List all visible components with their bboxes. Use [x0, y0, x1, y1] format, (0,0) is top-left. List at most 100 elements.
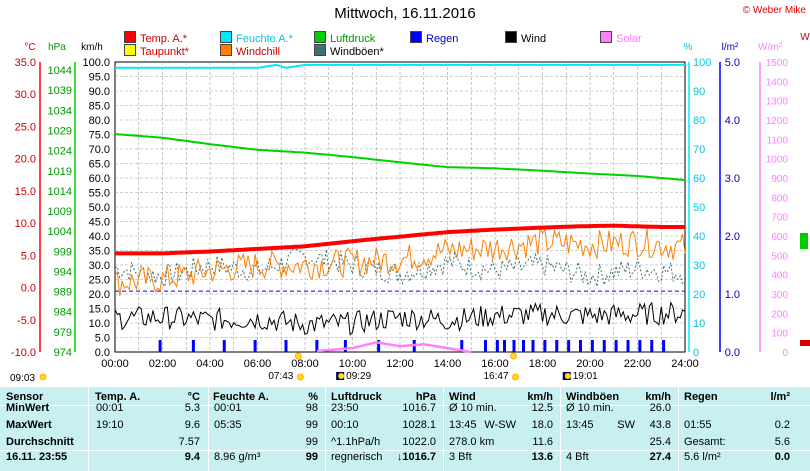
- legend-swatch: [505, 31, 517, 43]
- summary-cell: 7.57: [178, 436, 200, 448]
- summary-cell: 19:10: [96, 419, 124, 431]
- summary-cell: 1022.0: [402, 436, 436, 448]
- temp-tick-label: 35.0: [15, 57, 36, 69]
- summary-cell: 16.11. 23:55: [6, 451, 68, 463]
- summary-cell: 0.2: [774, 419, 790, 431]
- summary-cell: 99: [305, 419, 318, 431]
- rain-bar: [626, 340, 630, 352]
- summary-cell: 13.6: [531, 451, 553, 463]
- pressure-tick-label: 1009: [48, 206, 72, 218]
- summary-cell: Gesamt:: [684, 436, 726, 448]
- solar-tick-label: 1100: [766, 135, 788, 146]
- summary-cell: 18.0: [531, 419, 553, 431]
- legend-item: Windböen*: [314, 44, 384, 58]
- pressure-tick-label: 1034: [48, 105, 72, 117]
- wind-tick-label: 30.0: [89, 260, 110, 272]
- temp-axis-unit: °C: [24, 42, 35, 53]
- rain-bar: [158, 340, 162, 352]
- summary-cell: 05:35: [214, 419, 242, 431]
- wind-tick-label: 0.0: [95, 347, 110, 359]
- humidity-tick-label: 60: [693, 173, 705, 185]
- summary-row: MaxWert 19:10 9.6 05:35 99 00:10 1028.1 13:45 W-…: [0, 418, 810, 433]
- legend-item: Temp. A.*: [124, 31, 188, 45]
- legend-label: Temp. A.*: [140, 33, 188, 45]
- series-luftdruck: [114, 133, 686, 181]
- pressure-tick-label: 1039: [48, 85, 72, 97]
- sunrise-time: 07:43: [268, 371, 293, 382]
- summary-cell: Luftdruck: [331, 391, 382, 403]
- prev-sun-icon: [39, 373, 47, 381]
- pressure-axis-unit: hPa: [48, 42, 66, 53]
- legend-swatch: [220, 44, 232, 56]
- summary-cell: 8.96 g/m³: [214, 451, 261, 463]
- rain-bar: [512, 340, 516, 352]
- rain-tick-label: 2.0: [725, 231, 740, 243]
- summary-column-divider: [88, 387, 89, 471]
- solar-tick-label: 200: [771, 309, 788, 320]
- temp-tick-label: 20.0: [15, 154, 36, 166]
- rain-bar: [590, 340, 594, 352]
- summary-cell: Ø 10 min.: [566, 402, 614, 414]
- summary-cell: 98: [305, 402, 318, 414]
- temp-tick-label: 10.0: [15, 218, 36, 230]
- rain-bar: [555, 340, 559, 352]
- legend-swatch: [314, 31, 326, 43]
- legend-swatch: [124, 44, 136, 56]
- legend-swatch: [600, 31, 612, 43]
- wind-tick-label: 15.0: [89, 304, 110, 316]
- summary-cell: Feuchte A.: [213, 391, 269, 403]
- summary-cell: 3 Bft: [449, 451, 472, 463]
- summary-row: Durchschnitt 7.57 99 ^1.1hPa/h 1022.0 278.0 k…: [0, 435, 810, 450]
- rain-bar: [503, 340, 506, 352]
- temp-tick-label: 25.0: [15, 121, 36, 133]
- legend-label: Wind: [521, 33, 547, 45]
- summary-cell: 13:45: [449, 419, 477, 431]
- summary-cell: 13:45: [566, 419, 594, 431]
- solar-tick-label: 1200: [766, 116, 789, 127]
- solar-tick-label: 600: [771, 232, 788, 243]
- humidity-tick-label: 40: [693, 231, 705, 243]
- series-tempa: [115, 223, 685, 256]
- temp-tick-label: 30.0: [15, 89, 36, 101]
- legend-item: Taupunkt*: [124, 44, 189, 58]
- wind-axis-unit: km/h: [81, 42, 103, 53]
- summary-cell: Durchschnitt: [6, 436, 74, 448]
- summary-cell: km/h: [527, 391, 553, 403]
- solar-tick-label: 700: [771, 213, 788, 224]
- series-feuchtea: [115, 63, 685, 69]
- solar-tick-label: 1400: [766, 77, 789, 88]
- x-tick-label: 12:00: [386, 358, 414, 370]
- rain-tick-label: 3.0: [725, 173, 740, 185]
- wind-tick-label: 25.0: [89, 275, 110, 287]
- weather-chart: °C hPa km/h% l/m² W/m² W 35.0 30.0 25.0 20.0 15.0 1…: [10, 32, 810, 384]
- sunset-time: 16:47: [483, 371, 508, 382]
- legend-label: Windböen*: [330, 46, 384, 58]
- summary-cell: MaxWert: [6, 419, 52, 431]
- extra-axis-unit: W: [800, 32, 810, 43]
- summary-table: Sensor Temp. A. °C Feuchte A.% Luftdruck hPa W…: [0, 387, 810, 471]
- pressure-tick-label: 1019: [48, 166, 72, 178]
- sunset-icon: [510, 352, 517, 360]
- legend-item: Regen: [410, 31, 458, 45]
- summary-cell: 5.6 l/m²: [684, 451, 721, 463]
- pressure-tick-label: 979: [54, 327, 72, 339]
- series-wind: [114, 300, 686, 336]
- moonset-icon-glyph: [338, 373, 345, 379]
- wind-tick-label: 80.0: [89, 115, 110, 127]
- summary-cell: 1028.1: [402, 419, 436, 431]
- summary-cell: 43.8: [649, 419, 671, 431]
- pressure-tick-label: 989: [54, 287, 72, 299]
- humidity-tick-label: 80: [693, 115, 705, 127]
- summary-cell: Ø 10 min.: [449, 402, 497, 414]
- solar-tick-label: 900: [771, 174, 788, 185]
- wind-tick-label: 95.0: [89, 72, 110, 84]
- rain-bar: [495, 340, 499, 352]
- legend-swatch: [314, 44, 326, 56]
- rain-bar: [377, 340, 381, 352]
- summary-cell: Wind: [449, 391, 476, 403]
- summary-cell: 01:55: [684, 419, 712, 431]
- legend-item: Wind: [505, 31, 547, 45]
- summary-cell: 4 Bft: [566, 451, 589, 463]
- wind-tick-label: 70.0: [89, 144, 110, 156]
- pressure-tick-label: 1024: [48, 146, 72, 158]
